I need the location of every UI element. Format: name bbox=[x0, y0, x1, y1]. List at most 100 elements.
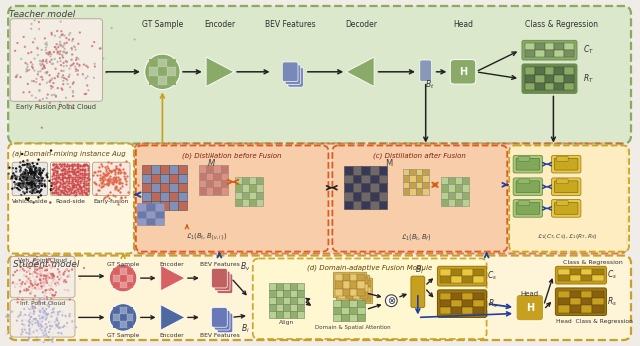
Bar bbox=[199, 187, 206, 194]
Bar bbox=[592, 269, 604, 275]
Text: Head: Head bbox=[521, 291, 539, 297]
Bar bbox=[349, 314, 357, 321]
Point bbox=[45, 200, 56, 205]
Point bbox=[28, 170, 38, 175]
Point bbox=[26, 314, 36, 320]
Bar bbox=[178, 165, 187, 174]
Point bbox=[36, 283, 46, 288]
Bar bbox=[146, 211, 156, 218]
Point bbox=[24, 261, 35, 267]
Point bbox=[50, 44, 60, 50]
Bar bbox=[362, 166, 370, 175]
Point bbox=[35, 309, 45, 315]
Point bbox=[52, 59, 63, 65]
Point bbox=[38, 96, 48, 102]
Point bbox=[12, 176, 22, 182]
Point bbox=[33, 183, 43, 189]
Point bbox=[46, 252, 56, 257]
Point bbox=[29, 200, 39, 206]
Point bbox=[58, 190, 68, 195]
FancyBboxPatch shape bbox=[8, 256, 631, 340]
Point bbox=[62, 163, 72, 169]
Point bbox=[27, 182, 37, 188]
Point bbox=[47, 190, 58, 195]
Bar bbox=[269, 290, 276, 297]
Point bbox=[49, 264, 60, 269]
Point bbox=[74, 172, 84, 178]
Point bbox=[44, 319, 54, 325]
FancyBboxPatch shape bbox=[513, 178, 543, 195]
Bar bbox=[364, 280, 371, 287]
FancyBboxPatch shape bbox=[214, 310, 230, 330]
Point bbox=[42, 294, 52, 300]
Point bbox=[39, 300, 49, 306]
Point bbox=[103, 159, 113, 165]
Point bbox=[35, 82, 45, 87]
Point bbox=[20, 44, 30, 49]
Point bbox=[60, 181, 70, 186]
Point bbox=[108, 175, 118, 181]
Point bbox=[100, 176, 111, 182]
Point bbox=[76, 184, 86, 189]
Point bbox=[65, 297, 75, 302]
Point bbox=[68, 88, 78, 94]
Point bbox=[40, 288, 51, 293]
Point bbox=[48, 61, 58, 66]
Point bbox=[34, 171, 44, 177]
Bar bbox=[333, 307, 341, 314]
Point bbox=[29, 79, 39, 84]
Point bbox=[42, 71, 52, 76]
Point bbox=[63, 102, 73, 108]
Bar bbox=[554, 83, 564, 90]
Bar bbox=[120, 307, 127, 314]
Point bbox=[110, 184, 120, 190]
Point bbox=[22, 81, 33, 87]
Point bbox=[60, 191, 70, 197]
Point bbox=[89, 39, 99, 45]
Point bbox=[42, 287, 52, 293]
Point bbox=[57, 187, 67, 192]
Point bbox=[15, 184, 26, 190]
Point bbox=[59, 170, 69, 175]
Point bbox=[53, 49, 63, 55]
Bar bbox=[113, 321, 120, 328]
Bar bbox=[581, 305, 592, 312]
Point bbox=[22, 66, 32, 72]
Point bbox=[49, 80, 59, 86]
Point bbox=[117, 166, 127, 171]
Point bbox=[102, 177, 112, 183]
Point bbox=[102, 193, 112, 199]
Point bbox=[52, 165, 62, 170]
Bar bbox=[242, 192, 249, 199]
Point bbox=[20, 174, 30, 180]
Point bbox=[83, 104, 93, 110]
Circle shape bbox=[109, 264, 137, 292]
Point bbox=[37, 328, 47, 333]
Bar bbox=[440, 307, 451, 315]
Point bbox=[72, 178, 83, 184]
Point bbox=[44, 270, 54, 276]
Point bbox=[22, 176, 33, 182]
Point bbox=[26, 331, 36, 337]
Point bbox=[72, 181, 82, 186]
Point bbox=[67, 164, 77, 169]
Point bbox=[52, 313, 63, 319]
Bar bbox=[462, 300, 473, 307]
Point bbox=[69, 161, 79, 167]
Text: $B_f$: $B_f$ bbox=[415, 263, 425, 275]
Point bbox=[41, 307, 51, 312]
Point bbox=[23, 268, 33, 274]
Point bbox=[50, 319, 60, 325]
Point bbox=[17, 279, 28, 285]
FancyBboxPatch shape bbox=[336, 275, 370, 301]
Bar bbox=[151, 174, 160, 183]
Point bbox=[15, 312, 26, 318]
Point bbox=[40, 183, 51, 189]
Text: Early-fusion: Early-fusion bbox=[93, 199, 129, 204]
Point bbox=[36, 175, 47, 180]
FancyBboxPatch shape bbox=[554, 202, 578, 214]
Point bbox=[61, 267, 72, 272]
Point bbox=[74, 62, 84, 68]
Point bbox=[24, 183, 35, 188]
Point bbox=[53, 330, 63, 336]
